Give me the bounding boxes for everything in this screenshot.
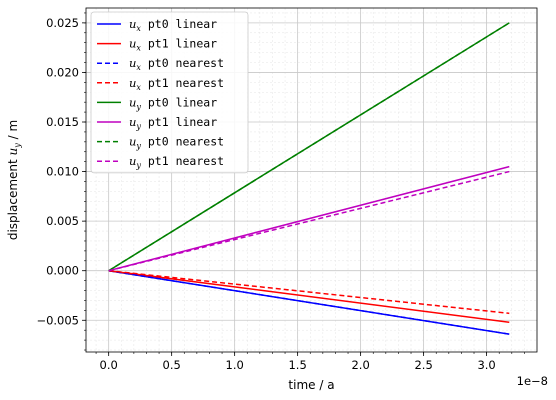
y-tick-label: 0.000: [46, 264, 79, 278]
x-tick-label: 0.5: [163, 358, 181, 372]
plot-frame: [85, 7, 538, 353]
y-tick-label: 0.010: [46, 165, 79, 179]
x-tick-label: 1.0: [226, 358, 244, 372]
legend-symbol: u: [129, 56, 136, 70]
legend-label: pt1 nearest: [141, 154, 224, 168]
x-offset-label: 1e−8: [517, 374, 548, 388]
legend-entry: uy pt1 nearest: [129, 154, 224, 170]
series-line-uy-pt1-nearest: [108, 170, 510, 272]
legend-symbol: u: [129, 17, 136, 31]
series-line-uy-pt1-linear: [108, 165, 510, 272]
x-tick-label: 2.5: [414, 358, 432, 372]
legend-label: pt1 linear: [141, 37, 217, 51]
y-tick-label: 0.005: [46, 214, 79, 228]
legend-subscript: x: [136, 63, 141, 72]
legend-symbol: u: [129, 154, 136, 168]
series-layer: [108, 22, 510, 335]
legend-subscript: y: [135, 122, 141, 131]
legend-label: pt1 nearest: [141, 76, 224, 90]
legend-label: pt0 nearest: [141, 135, 224, 149]
legend-symbol: u: [129, 135, 136, 149]
y-axis-label: displacement uy / m: [6, 120, 22, 240]
legend-entry: ux pt0 linear: [129, 17, 217, 33]
x-tick-label: 3.0: [477, 358, 495, 372]
x-tick-label: 1.5: [288, 358, 306, 372]
legend-entry: uy pt1 linear: [129, 115, 217, 131]
legend-subscript: x: [136, 83, 141, 92]
legend-subscript: y: [135, 161, 141, 170]
legend-symbol: u: [129, 95, 136, 109]
x-tick-label: 0.0: [100, 358, 118, 372]
y-tick-label: −0.005: [36, 313, 79, 327]
y-label-subscript: y: [13, 143, 22, 149]
y-tick-label: 0.025: [46, 16, 79, 30]
y-label-prefix: displacement: [6, 155, 20, 240]
series-line-ux-pt1-nearest: [108, 269, 510, 315]
series-line-uy-pt0-nearest: [108, 22, 510, 272]
axis-ticks: 0.0 0.5 1.0 1.5 2.0 2.5 3.0 −0.005 0.000 0.005 0.0…: [36, 12, 525, 372]
x-axis-label: time / a: [288, 378, 334, 392]
legend-label: pt0 linear: [141, 17, 217, 31]
legend-entry: ux pt1 nearest: [129, 76, 224, 92]
legend-subscript: x: [136, 24, 141, 33]
legend-subscript: x: [136, 44, 141, 53]
series-line-ux-pt1-linear: [108, 269, 510, 324]
y-tick-label: 0.015: [46, 115, 79, 129]
legend-subscript: y: [135, 102, 141, 111]
legend-symbol: u: [129, 115, 136, 129]
legend-symbol: u: [129, 76, 136, 90]
series-line-ux-pt0-nearest: [108, 269, 510, 335]
legend-label: pt1 linear: [141, 115, 217, 129]
legend-entry: uy pt0 linear: [129, 95, 217, 111]
y-label-suffix: / m: [6, 120, 20, 143]
legend-label: pt0 linear: [141, 95, 217, 109]
legend-entry: ux pt1 linear: [129, 37, 217, 53]
legend-box: [90, 11, 249, 174]
y-tick-label: 0.020: [46, 65, 79, 79]
x-tick-label: 2.0: [351, 358, 369, 372]
legend-entry: uy pt0 nearest: [129, 135, 224, 151]
legend-symbol: u: [129, 37, 136, 51]
y-label-symbol: u: [6, 148, 20, 156]
legend-label: pt0 nearest: [141, 56, 224, 70]
legend-subscript: y: [135, 142, 141, 151]
legend-entry: ux pt0 nearest: [129, 56, 224, 72]
